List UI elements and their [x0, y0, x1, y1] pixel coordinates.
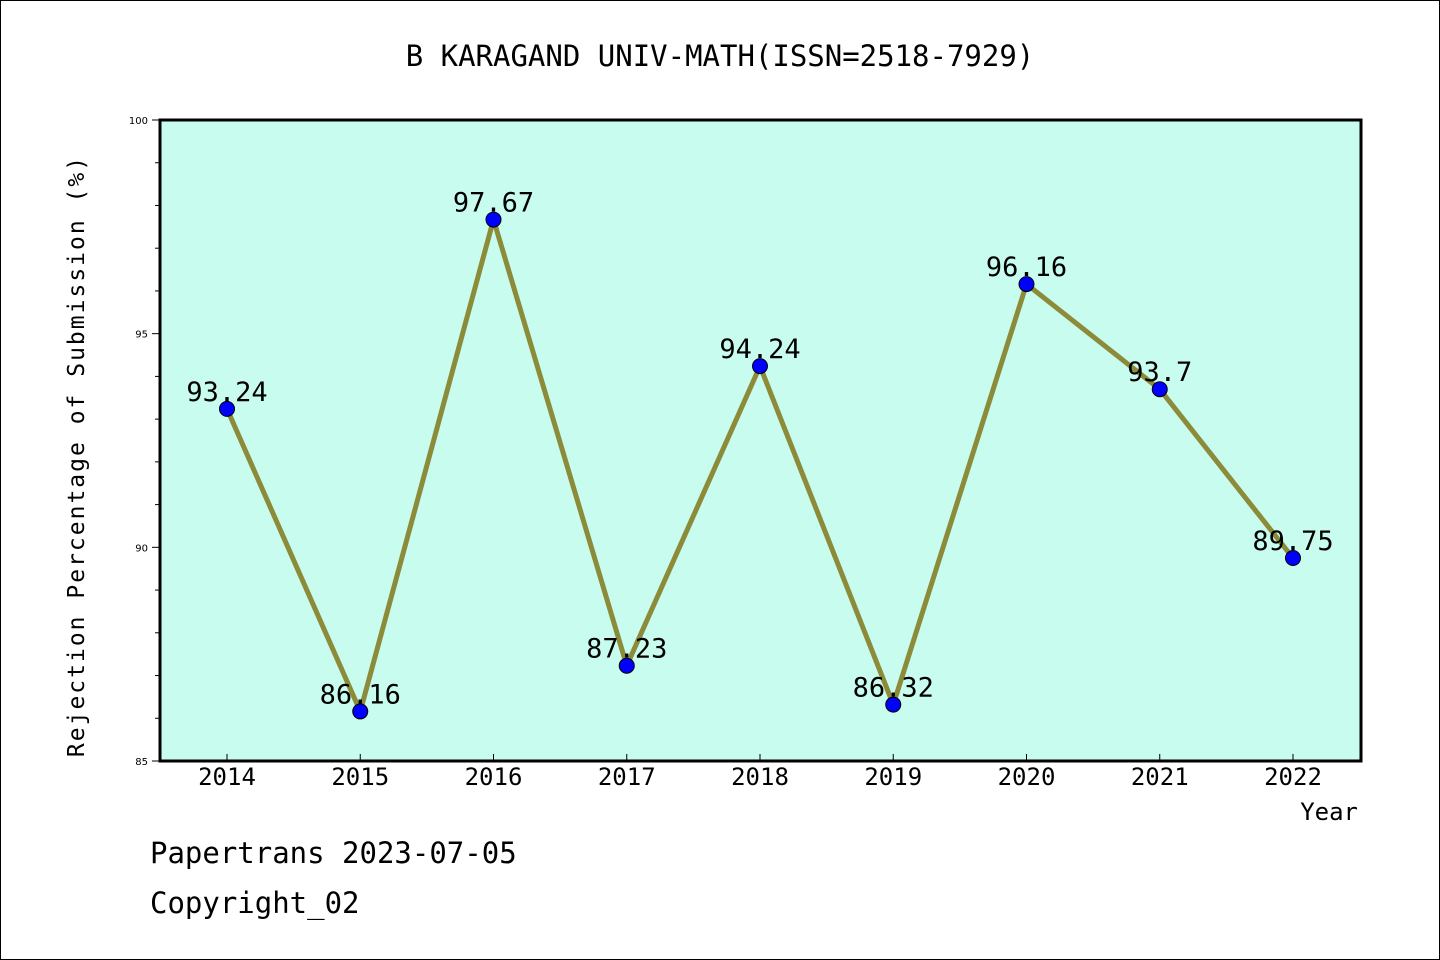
data-point: [752, 358, 768, 375]
y-tick-label: 100: [129, 116, 148, 127]
data-points: [219, 211, 1301, 720]
x-tick-label: 2021: [1131, 763, 1189, 791]
data-label: 96.16: [986, 252, 1067, 283]
plot-border: [158, 118, 1363, 763]
x-tick-label: 2020: [998, 763, 1056, 791]
y-tick-label: 95: [135, 330, 148, 341]
data-point: [485, 211, 502, 228]
x-tick-label: 2015: [331, 763, 389, 791]
data-label: 94.24: [719, 334, 800, 365]
data-point: [1151, 381, 1168, 398]
x-axis-ticks: 2014 2015 2016 2017 2018 2019 2020 2021 2022: [198, 754, 1322, 791]
x-tick-label: 2022: [1264, 763, 1322, 791]
x-tick-label: 2017: [598, 763, 656, 791]
data-label: 89.75: [1252, 526, 1333, 557]
data-label: 86.32: [853, 673, 934, 704]
x-tick-label: 2016: [465, 763, 523, 791]
x-tick-label: 2019: [864, 763, 922, 791]
chart-title: B KARAGAND UNIV-MATH(ISSN=2518-7929): [406, 39, 1035, 73]
y-axis-label: Rejection Percentage of Submission (%): [64, 155, 90, 757]
data-label: 93.24: [186, 377, 267, 408]
plot-area: [160, 120, 1361, 761]
data-point: [1285, 550, 1301, 567]
footer-copyright: Copyright_02: [150, 886, 360, 920]
data-point: [618, 657, 635, 674]
data-point: [352, 703, 369, 720]
y-tick-label: 90: [135, 543, 148, 554]
data-label: 93.7: [1127, 357, 1192, 388]
data-labels: 93.24 86.16 97.67 87.23 94.24 86.32 96.16 93.7 8…: [186, 188, 1333, 711]
data-label: 87.23: [586, 634, 667, 665]
x-tick-label: 2014: [198, 763, 256, 791]
data-point: [1018, 276, 1035, 293]
x-tick-label: 2018: [731, 763, 789, 791]
data-label: 97.67: [453, 188, 534, 219]
data-point: [219, 400, 235, 417]
data-label: 86.16: [320, 679, 401, 710]
y-tick-label: 85: [135, 757, 148, 768]
x-axis-label: Year: [1300, 798, 1358, 826]
footer-papertrans: Papertrans 2023-07-05: [150, 836, 517, 870]
y-axis-ticks: 85 90 95 100: [129, 116, 160, 768]
data-point: [885, 696, 902, 713]
